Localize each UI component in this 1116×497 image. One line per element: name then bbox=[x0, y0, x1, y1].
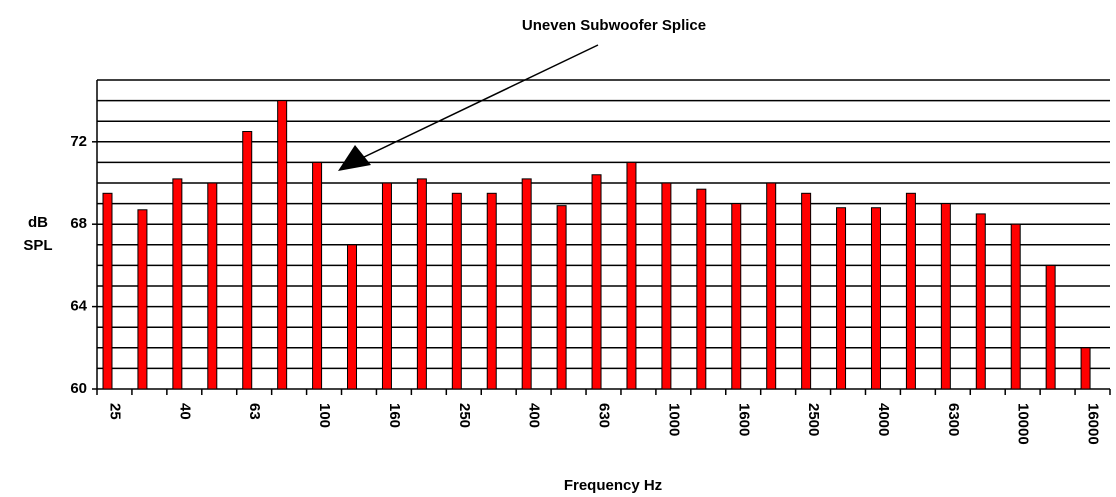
x-tick-label: 1600 bbox=[735, 403, 752, 436]
x-tick-label: 160 bbox=[386, 403, 403, 428]
x-tick-label: 2500 bbox=[805, 403, 822, 436]
bar bbox=[242, 131, 253, 390]
arrowhead bbox=[338, 145, 371, 171]
bar bbox=[277, 100, 288, 390]
x-tick-label: 25 bbox=[106, 403, 123, 420]
x-tick-label: 630 bbox=[596, 403, 613, 428]
x-tick-label: 10000 bbox=[1015, 403, 1032, 445]
y-tick-label: 72 bbox=[70, 133, 87, 150]
bar bbox=[731, 203, 742, 390]
x-tick-label: 100 bbox=[316, 403, 333, 428]
bar bbox=[940, 203, 951, 390]
y-axis-label: dB bbox=[28, 214, 48, 231]
x-tick-label: 1000 bbox=[665, 403, 682, 436]
bar bbox=[1080, 347, 1091, 390]
bar bbox=[591, 174, 602, 390]
bar bbox=[347, 244, 358, 390]
bar bbox=[801, 192, 812, 390]
bar bbox=[416, 178, 427, 390]
annotation: Uneven Subwoofer Splice bbox=[522, 17, 706, 34]
x-tick-label: 16000 bbox=[1085, 403, 1102, 445]
x-tick-label: 400 bbox=[526, 403, 543, 428]
y-tick-label: 60 bbox=[70, 380, 87, 397]
bar bbox=[381, 182, 392, 390]
bar bbox=[766, 182, 777, 390]
bar bbox=[451, 192, 462, 390]
x-tick-label: 6300 bbox=[945, 403, 962, 436]
bar bbox=[836, 207, 847, 390]
bar bbox=[172, 178, 183, 390]
bar bbox=[556, 205, 567, 390]
bar bbox=[626, 161, 637, 390]
bar bbox=[521, 178, 532, 390]
x-tick-label: 4000 bbox=[875, 403, 892, 436]
bar bbox=[975, 213, 986, 390]
x-axis-label: Frequency Hz bbox=[564, 477, 662, 494]
bar bbox=[696, 188, 707, 390]
y-tick-label: 68 bbox=[70, 215, 87, 232]
bar bbox=[102, 192, 113, 390]
bar bbox=[312, 161, 323, 390]
x-tick-label: 40 bbox=[176, 403, 193, 420]
bar bbox=[905, 192, 916, 390]
x-tick-label: 250 bbox=[456, 403, 473, 428]
y-axis-label: SPL bbox=[23, 237, 52, 254]
bar bbox=[137, 209, 148, 390]
bar bbox=[1010, 223, 1021, 390]
bar bbox=[1045, 264, 1056, 390]
y-tick-label: 64 bbox=[70, 298, 87, 315]
bar bbox=[870, 207, 881, 390]
bar bbox=[207, 182, 218, 390]
bar bbox=[486, 192, 497, 390]
annotation-arrow bbox=[361, 44, 599, 159]
x-tick-label: 63 bbox=[246, 403, 263, 420]
bar bbox=[661, 182, 672, 390]
